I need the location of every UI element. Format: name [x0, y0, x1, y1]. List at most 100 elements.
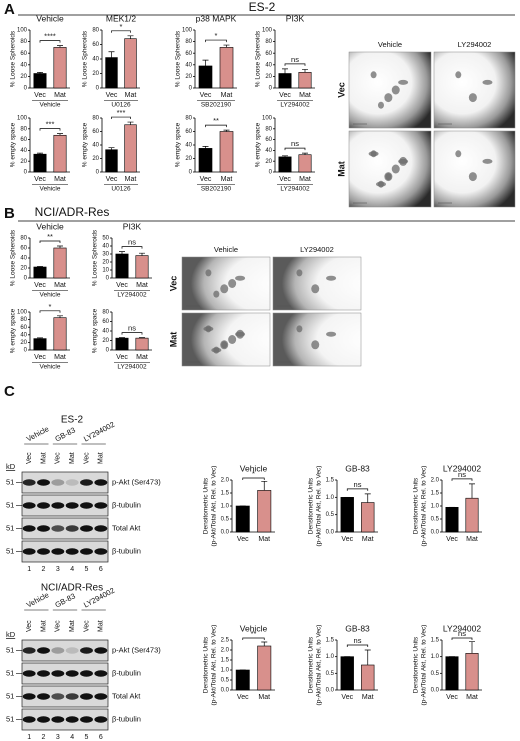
y-tick-label: 20 [102, 338, 109, 344]
bar [278, 156, 292, 173]
significance-label: **** [44, 32, 56, 41]
y-tick-label: 1.5 [431, 491, 440, 497]
bar [124, 124, 137, 173]
blot-band [94, 716, 108, 723]
band-label: β-tubulin [112, 500, 141, 509]
bar [298, 154, 312, 173]
significance-label: ns [291, 139, 299, 148]
y-tick-label: 1.0 [326, 495, 335, 501]
y-axis-label: % Loose Spheroids [255, 30, 262, 87]
bar [135, 255, 149, 279]
bar [219, 47, 234, 89]
x-tick-label: Vec [34, 354, 46, 361]
error-bar [223, 44, 230, 48]
bar [257, 645, 272, 691]
y-tick-label: 0 [269, 170, 273, 176]
chart-title: Vehicle [240, 623, 268, 633]
y-tick-label: 1.0 [221, 504, 230, 510]
y-tick-label: 40 [92, 143, 99, 149]
lane-number: 3 [56, 566, 60, 573]
lane-label: Vec [26, 620, 33, 632]
bar [445, 506, 459, 533]
bar [445, 656, 459, 691]
y-tick-label: 60 [20, 325, 27, 331]
significance-bracket [242, 637, 265, 640]
significance-bracket [121, 246, 143, 249]
spheroid [455, 150, 462, 158]
spheroid [455, 71, 462, 79]
x-tick-label: Mat [258, 694, 270, 701]
y-tick-label: 20 [92, 71, 99, 77]
y-tick-label: 20 [20, 74, 27, 80]
y-tick-label: 0.5 [326, 512, 335, 518]
blot-band [65, 548, 79, 555]
y-tick-label: 0 [24, 348, 28, 354]
blot-band [65, 647, 79, 654]
micrograph [348, 51, 432, 129]
spheroid [368, 151, 379, 157]
x-tick-label: Mat [136, 282, 148, 289]
y-tick-label: 100 [17, 310, 28, 316]
significance-label: ** [251, 629, 257, 638]
y-tick-label: 100 [17, 116, 28, 122]
x-tick-label: Vec [106, 176, 118, 183]
y-tick-label: 80 [265, 126, 272, 132]
panel-label: C [4, 383, 15, 400]
spheroid [326, 275, 337, 281]
error-bar [37, 152, 43, 155]
significance-label: * [252, 469, 255, 478]
bar [235, 669, 250, 691]
chart-title: Vehicle [36, 221, 64, 231]
bar [105, 57, 118, 89]
spheroid [385, 173, 392, 181]
significance-bracket [284, 147, 306, 151]
error-bar [37, 337, 43, 339]
blot-title: ES-2 [61, 415, 84, 426]
blot-band [80, 670, 93, 677]
x-axis-label: SB202190 [201, 102, 232, 109]
x-axis-label: LY294002 [117, 364, 147, 371]
error-bar [57, 245, 63, 248]
bar [105, 149, 118, 173]
y-tick-label: 60 [265, 51, 272, 57]
blot-band [22, 693, 36, 700]
spheroid [228, 335, 237, 344]
significance-label: * [49, 302, 52, 311]
lane-label: Vec [83, 452, 90, 464]
y-tick-label: 0 [106, 348, 110, 354]
x-tick-label: Mat [125, 176, 137, 183]
blot-band [94, 693, 108, 700]
y-tick-label: 80 [102, 310, 109, 316]
x-axis-label: Vehicle [40, 186, 61, 193]
y-tick-label: 80 [265, 39, 272, 45]
significance-label: ns [128, 324, 136, 333]
spheroid [482, 79, 493, 85]
error-bar [37, 266, 43, 267]
blot-band [94, 525, 108, 532]
spheroid [235, 275, 246, 281]
bar [124, 38, 137, 89]
error-bar [302, 152, 308, 155]
bar [465, 497, 479, 533]
y-tick-label: 60 [20, 137, 27, 143]
bar [53, 47, 67, 89]
spheroid [311, 284, 320, 294]
significance-label: ns [128, 238, 136, 247]
band-label: Total Akt [112, 691, 141, 700]
significance-bracket [39, 40, 61, 43]
y-tick-label: 60 [20, 51, 27, 57]
blot-band [37, 716, 50, 723]
chart-title: PI3K [123, 221, 142, 231]
x-axis-label: Vehicle [40, 292, 61, 299]
y-tick-label: 40 [20, 148, 27, 154]
x-axis-label: SB202190 [201, 186, 232, 193]
y-axis-label: % empty space [255, 122, 262, 167]
spheroid [384, 93, 393, 103]
chart-title: MEK1/2 [106, 13, 137, 23]
lane-number: 5 [85, 734, 89, 741]
x-tick-label: Vec [237, 536, 249, 543]
spheroid [221, 341, 228, 349]
x-tick-label: Mat [54, 282, 66, 289]
y-tick-label: 40 [20, 62, 27, 68]
